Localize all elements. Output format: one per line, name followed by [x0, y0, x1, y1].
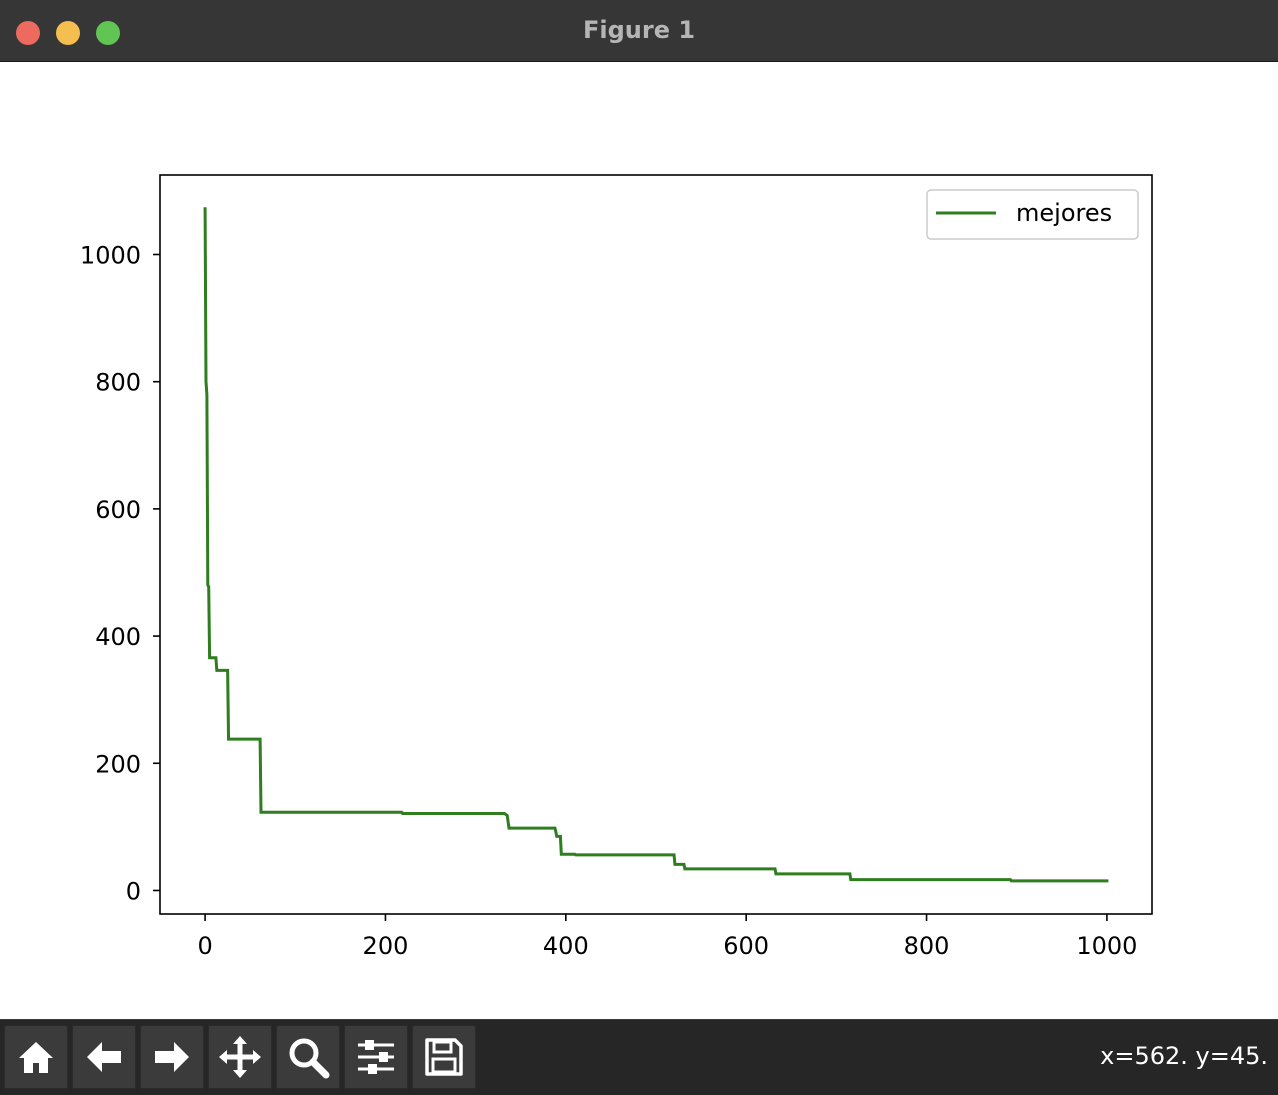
zoom-icon	[289, 1038, 330, 1079]
plot-frame	[159, 174, 1153, 915]
window-title: Figure 1	[582, 16, 696, 44]
y-tick-label: 800	[95, 369, 141, 397]
pan-button[interactable]	[208, 1025, 272, 1089]
save-icon	[425, 1038, 463, 1076]
title-bar: Figure 1	[0, 0, 1278, 62]
save-button[interactable]	[412, 1025, 476, 1089]
x-tick-label: 200	[363, 932, 409, 960]
x-tick-label: 1000	[1076, 932, 1137, 960]
legend-label-mejores: mejores	[1016, 199, 1112, 227]
line-chart: 0 200 400 600 800 1000 0 200 400 600 800 1000 mejor…	[80, 174, 1153, 960]
pan-icon	[219, 1036, 261, 1078]
figure-canvas[interactable]: 0 200 400 600 800 1000 0 200 400 600 800 1000 mejor…	[0, 62, 1278, 1019]
y-tick-label: 0	[126, 877, 141, 905]
back-button[interactable]	[72, 1025, 136, 1089]
x-tick-label: 0	[197, 932, 212, 960]
back-arrow-icon	[87, 1042, 121, 1072]
x-tick-label: 800	[904, 932, 950, 960]
maximize-window-button[interactable]	[96, 21, 120, 45]
x-tick-label: 600	[723, 932, 769, 960]
close-window-button[interactable]	[16, 21, 40, 45]
forward-arrow-icon	[155, 1042, 189, 1072]
cursor-coordinates: x=562. y=45.	[1100, 1042, 1268, 1070]
y-tick-label: 600	[95, 496, 141, 524]
configure-subplots-button[interactable]	[344, 1025, 408, 1089]
navigation-toolbar: x=562. y=45.	[0, 1019, 1278, 1095]
minimize-window-button[interactable]	[56, 21, 80, 45]
forward-button[interactable]	[140, 1025, 204, 1089]
configure-subplots-icon	[358, 1040, 394, 1074]
y-tick-label: 400	[95, 623, 141, 651]
legend: mejores	[926, 189, 1139, 240]
home-icon	[19, 1042, 53, 1073]
series-line-mejores	[203, 207, 1109, 883]
legend-box	[926, 189, 1139, 240]
y-tick-label: 1000	[80, 241, 141, 269]
plot-area	[160, 175, 1152, 914]
zoom-button[interactable]	[276, 1025, 340, 1089]
home-button[interactable]	[4, 1025, 68, 1089]
x-tick-label: 400	[543, 932, 589, 960]
y-tick-label: 200	[95, 750, 141, 778]
axis-ticks: 0 200 400 600 800 1000 0 200 400 600 800 1000	[80, 241, 1138, 960]
series-layer	[203, 207, 1109, 883]
